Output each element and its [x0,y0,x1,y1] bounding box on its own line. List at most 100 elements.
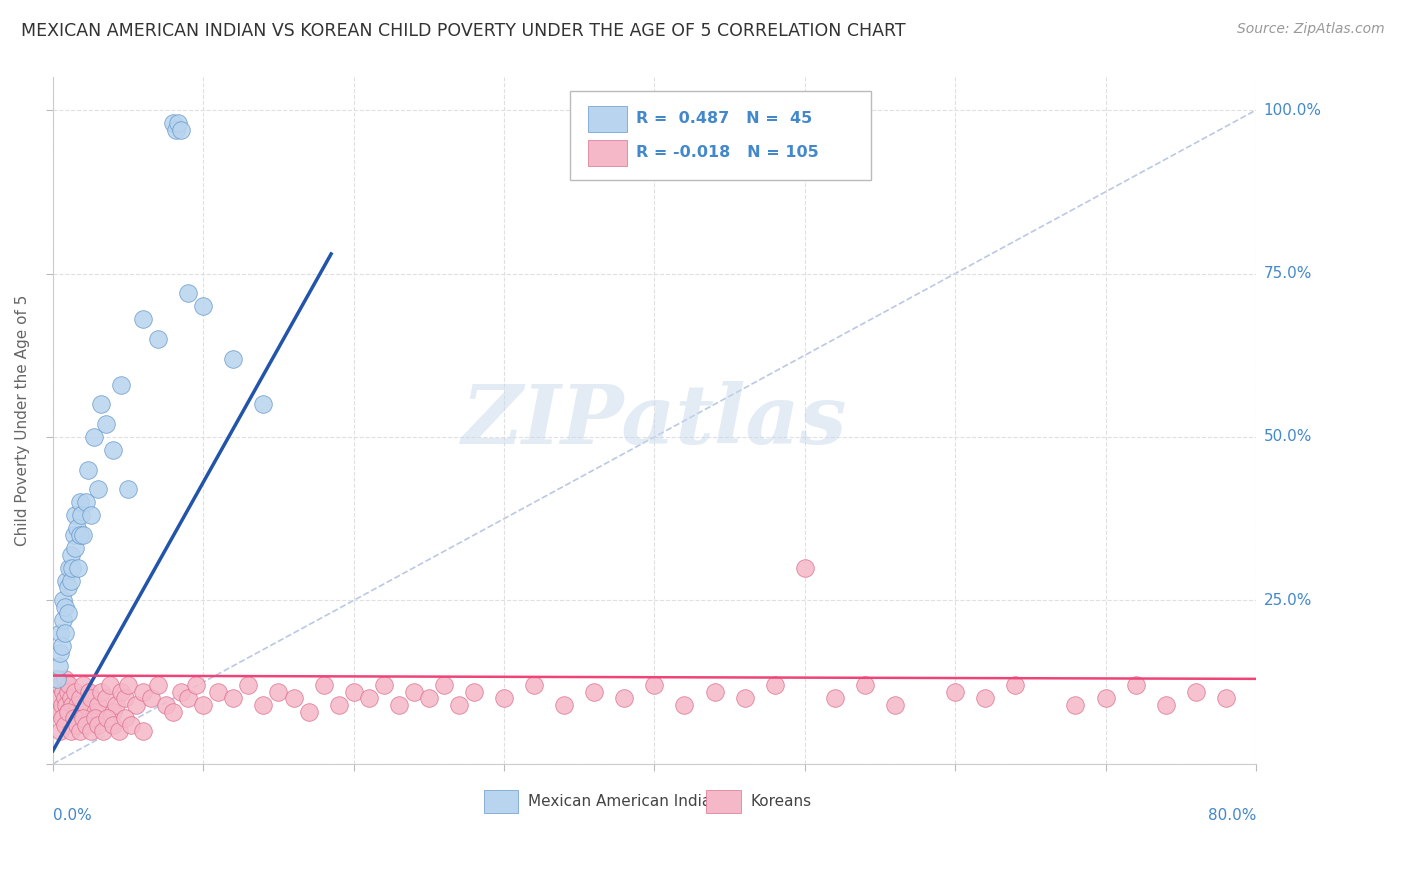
Point [643,678,665,692]
Point [1004,678,1026,692]
Point [58,678,80,692]
Point [67,560,90,574]
Point [66,521,89,535]
Point [162,116,184,130]
Point [132,724,155,739]
Point [328,698,350,712]
Point [51,639,73,653]
Point [69,495,91,509]
Point [63,528,86,542]
FancyBboxPatch shape [484,790,519,814]
Point [297,705,319,719]
Point [56,580,79,594]
Point [463,685,485,699]
Point [69,691,91,706]
Point [90,397,112,411]
Point [63,711,86,725]
Point [75,495,97,509]
Point [110,377,132,392]
Point [207,685,229,699]
Point [1215,691,1237,706]
Point [492,691,515,706]
Point [170,122,193,136]
Point [51,711,73,725]
Point [83,430,105,444]
Point [148,678,170,692]
Point [170,685,193,699]
Text: 80.0%: 80.0% [1208,808,1256,823]
Point [252,397,274,411]
Point [52,613,75,627]
Point [70,508,93,523]
Text: 0.0%: 0.0% [53,808,91,823]
Point [139,691,162,706]
Point [59,724,82,739]
Point [62,560,84,574]
Point [65,541,87,555]
Point [72,678,94,692]
Point [56,607,79,621]
Point [53,672,76,686]
Point [52,711,75,725]
Point [48,658,70,673]
Point [79,508,101,523]
Point [55,574,77,588]
Text: Mexican American Indians: Mexican American Indians [529,794,728,809]
Point [49,678,72,692]
Point [283,691,305,706]
FancyBboxPatch shape [588,105,627,132]
Point [59,548,82,562]
Point [222,351,245,366]
Point [53,626,76,640]
Point [66,717,89,731]
Point [52,685,75,699]
Point [90,685,112,699]
Point [77,685,100,699]
Point [148,332,170,346]
Point [1064,698,1087,712]
Point [65,705,87,719]
Point [974,691,997,706]
Point [87,483,110,497]
Point [75,698,97,712]
Point [49,705,72,719]
Point [101,717,124,731]
Point [52,593,75,607]
Point [613,691,636,706]
Point [46,672,69,686]
Text: 75.0%: 75.0% [1264,266,1312,281]
Point [56,705,79,719]
Point [734,691,756,706]
Point [433,678,456,692]
Point [193,299,215,313]
Text: 100.0%: 100.0% [1264,103,1322,118]
Point [59,574,82,588]
Point [48,691,70,706]
Text: 25.0%: 25.0% [1264,593,1312,608]
Point [132,312,155,326]
Point [94,691,117,706]
Text: Source: ZipAtlas.com: Source: ZipAtlas.com [1237,22,1385,37]
Point [98,678,121,692]
FancyBboxPatch shape [588,140,627,166]
Point [87,717,110,731]
Point [1154,698,1177,712]
Point [418,691,440,706]
Point [101,705,124,719]
FancyBboxPatch shape [706,790,741,814]
Point [357,691,380,706]
Point [673,698,696,712]
Point [51,698,73,712]
Point [87,698,110,712]
Point [583,685,606,699]
Point [65,685,87,699]
Point [108,724,131,739]
Point [177,286,200,301]
Point [853,678,876,692]
Point [49,646,72,660]
Point [79,691,101,706]
Point [343,685,366,699]
Point [96,711,118,725]
Point [101,443,124,458]
Point [66,698,89,712]
